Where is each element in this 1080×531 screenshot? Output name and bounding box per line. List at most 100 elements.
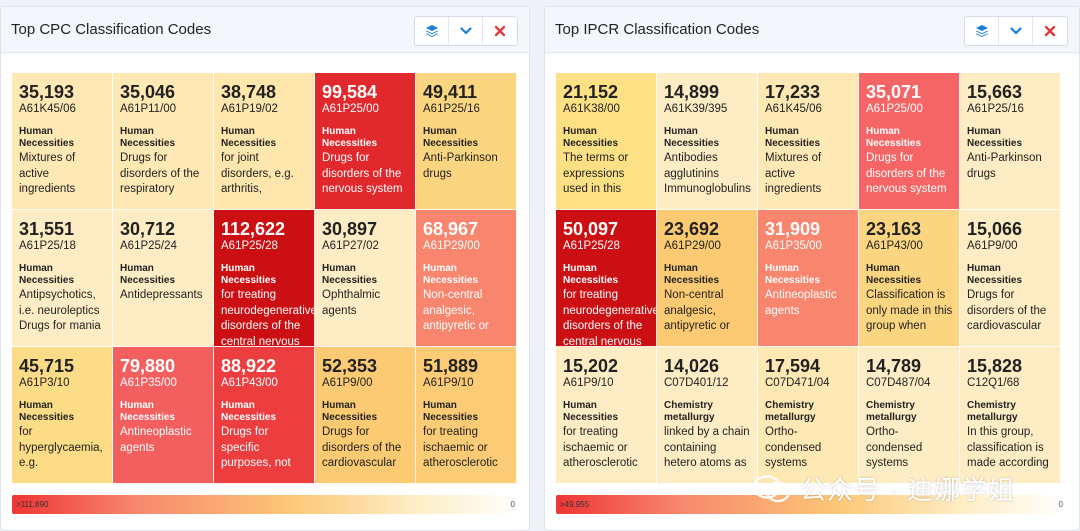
- cell-code: A61P25/16: [423, 103, 480, 115]
- cell-code: A61P25/16: [967, 103, 1024, 115]
- cell-code: A61P25/24: [120, 240, 177, 252]
- treemap-cell[interactable]: 99,584 A61P25/00 Human Necessities Drugs fo…: [315, 73, 416, 210]
- treemap-cell[interactable]: 35,046 A61P11/00 Human Necessities Drugs fo…: [113, 73, 214, 210]
- ipcr-layers-button[interactable]: [965, 17, 999, 45]
- treemap-cell[interactable]: 23,692 A61P29/00 Human Necessities Non-cent…: [657, 210, 758, 347]
- cell-count: 14,899: [664, 82, 720, 102]
- treemap-cell[interactable]: 49,411 A61P25/16 Human Necessities Anti-Par…: [416, 73, 517, 210]
- cell-description: Drugs for disorders of the cardiovascula…: [967, 289, 1047, 332]
- treemap-cell[interactable]: 79,880 A61P35/00 Human Necessities Antineop…: [113, 347, 214, 484]
- treemap-cell[interactable]: 45,715 A61P3/10 Human Necessities for hyper…: [12, 347, 113, 484]
- cell-code: A61P43/00: [221, 377, 278, 389]
- cell-code: A61P19/02: [221, 103, 278, 115]
- treemap-cell[interactable]: 35,071 A61P25/00 Human Necessities Drugs fo…: [859, 73, 960, 210]
- cell-description: Non-central analgesic, antipyretic or: [423, 289, 489, 332]
- cell-code: C07D471/04: [765, 377, 830, 389]
- cell-count: 52,353: [322, 356, 378, 376]
- cell-code: A61P3/10: [19, 377, 70, 389]
- chevron-down-icon: [459, 27, 472, 35]
- cell-section: Chemistry metallurgy: [967, 400, 1018, 423]
- treemap-cell[interactable]: 31,909 A61P35/00 Human Necessities Antineop…: [758, 210, 859, 347]
- cpc-treemap: 35,193 A61K45/06 Human Necessities Mixtures…: [12, 73, 517, 484]
- cell-code: C12Q1/68: [967, 377, 1020, 389]
- cell-description: for treating neurodegenerative disorders…: [563, 289, 657, 347]
- treemap-cell[interactable]: 51,889 A61P9/10 Human Necessities for treat…: [416, 347, 517, 484]
- cpc-close-button[interactable]: [483, 17, 517, 45]
- cell-code: A61P43/00: [866, 240, 923, 252]
- treemap-cell[interactable]: 88,922 A61P43/00 Human Necessities Drugs fo…: [214, 347, 315, 484]
- cell-description: Ortho-condensed systems: [866, 426, 923, 469]
- treemap-cell[interactable]: 15,066 A61P9/00 Human Necessities Drugs for…: [960, 210, 1061, 347]
- cell-section: Chemistry metallurgy: [765, 400, 816, 423]
- cpc-panel-title: Top CPC Classification Codes: [11, 21, 212, 38]
- cell-count: 35,046: [120, 82, 176, 102]
- treemap-cell[interactable]: 15,663 A61P25/16 Human Necessities Anti-Par…: [960, 73, 1061, 210]
- treemap-cell[interactable]: 23,163 A61P43/00 Human Necessities Classifi…: [859, 210, 960, 347]
- cell-section: Human Necessities: [19, 400, 75, 423]
- cell-code: A61P11/00: [120, 103, 177, 115]
- treemap-cell[interactable]: 14,899 A61K39/395 Human Necessities Antibod…: [657, 73, 758, 210]
- treemap-cell[interactable]: 31,551 A61P25/18 Human Necessities Antipsyc…: [12, 210, 113, 347]
- treemap-cell[interactable]: 15,828 C12Q1/68 Chemistry metallurgy In thi…: [960, 347, 1061, 484]
- cell-count: 35,193: [19, 82, 75, 102]
- cpc-panel-toolbar: [414, 16, 518, 46]
- cell-description: The terms or expressions used in this: [563, 152, 629, 195]
- cell-count: 99,584: [322, 82, 378, 102]
- cell-code: A61P9/00: [967, 240, 1018, 252]
- treemap-cell[interactable]: 35,193 A61K45/06 Human Necessities Mixtures…: [12, 73, 113, 210]
- ipcr-collapse-button[interactable]: [999, 17, 1033, 45]
- cell-section: Human Necessities: [423, 263, 479, 286]
- treemap-cell[interactable]: 14,026 C07D401/12 Chemistry metallurgy link…: [657, 347, 758, 484]
- cell-section: Human Necessities: [563, 400, 619, 423]
- cell-description: for treating ischaemic or atheroscleroti…: [563, 426, 638, 469]
- cell-description: Antipsychotics, i.e. neuroleptics Drugs …: [19, 289, 101, 332]
- cell-section: Human Necessities: [322, 400, 378, 423]
- cell-count: 112,622: [221, 219, 286, 239]
- ipcr-close-button[interactable]: [1033, 17, 1067, 45]
- ipcr-color-legend: >49,955 0: [556, 495, 1067, 514]
- treemap-cell[interactable]: 52,353 A61P9/00 Human Necessities Drugs for…: [315, 347, 416, 484]
- cell-description: Anti-Parkinson drugs: [423, 152, 498, 180]
- cpc-layers-button[interactable]: [415, 17, 449, 45]
- cell-description: Drugs for disorders of the nervous syste…: [866, 152, 947, 195]
- treemap-cell[interactable]: 21,152 A61K38/00 Human Necessities The term…: [556, 73, 657, 210]
- cell-count: 17,594: [765, 356, 821, 376]
- ipcr-treemap: 21,152 A61K38/00 Human Necessities The term…: [556, 73, 1061, 484]
- cell-section: Human Necessities: [423, 400, 479, 423]
- cell-code: A61P27/02: [322, 240, 379, 252]
- cell-description: for joint disorders, e.g. arthritis,: [221, 152, 294, 195]
- wechat-icon: [752, 474, 791, 502]
- cell-description: Antineoplastic agents: [120, 426, 192, 454]
- treemap-cell[interactable]: 17,594 C07D471/04 Chemistry metallurgy Orth…: [758, 347, 859, 484]
- cell-count: 23,692: [664, 219, 720, 239]
- treemap-cell[interactable]: 50,097 A61P25/28 Human Necessities for trea…: [556, 210, 657, 347]
- cell-section: Human Necessities: [664, 126, 720, 149]
- treemap-cell[interactable]: 68,967 A61P29/00 Human Necessities Non-cent…: [416, 210, 517, 347]
- treemap-cell[interactable]: 17,233 A61K45/06 Human Necessities Mixtures…: [758, 73, 859, 210]
- treemap-cell[interactable]: 30,897 A61P27/02 Human Necessities Ophthalm…: [315, 210, 416, 347]
- cell-description: Ophthalmic agents: [322, 289, 381, 317]
- cell-code: A61P25/28: [221, 240, 278, 252]
- treemap-cell[interactable]: 30,712 A61P25/24 Human Necessities Antidepr…: [113, 210, 214, 347]
- ipcr-panel-title: Top IPCR Classification Codes: [555, 21, 760, 38]
- cpc-collapse-button[interactable]: [449, 17, 483, 45]
- cell-description: Antineoplastic agents: [765, 289, 837, 317]
- cell-code: A61K39/395: [664, 103, 728, 115]
- cell-code: A61P25/00: [866, 103, 923, 115]
- legend-min-label: 0: [510, 500, 515, 509]
- cell-count: 79,880: [120, 356, 176, 376]
- treemap-cell[interactable]: 38,748 A61P19/02 Human Necessities for join…: [214, 73, 315, 210]
- cell-count: 50,097: [563, 219, 619, 239]
- cell-count: 88,922: [221, 356, 277, 376]
- cpc-panel-header: Top CPC Classification Codes: [1, 7, 529, 53]
- cell-count: 30,897: [322, 219, 378, 239]
- cell-count: 31,551: [19, 219, 75, 239]
- treemap-cell[interactable]: 15,202 A61P9/10 Human Necessities for treat…: [556, 347, 657, 484]
- cell-description: Non-central analgesic, antipyretic or: [664, 289, 730, 332]
- treemap-cell[interactable]: 14,789 C07D487/04 Chemistry metallurgy Orth…: [859, 347, 960, 484]
- cell-count: 15,828: [967, 356, 1023, 376]
- watermark: 公众号 · 迪娜学姐: [752, 470, 1015, 507]
- cell-count: 15,066: [967, 219, 1023, 239]
- treemap-cell[interactable]: 112,622 A61P25/28 Human Necessities for tre…: [214, 210, 315, 347]
- cell-section: Human Necessities: [120, 126, 176, 149]
